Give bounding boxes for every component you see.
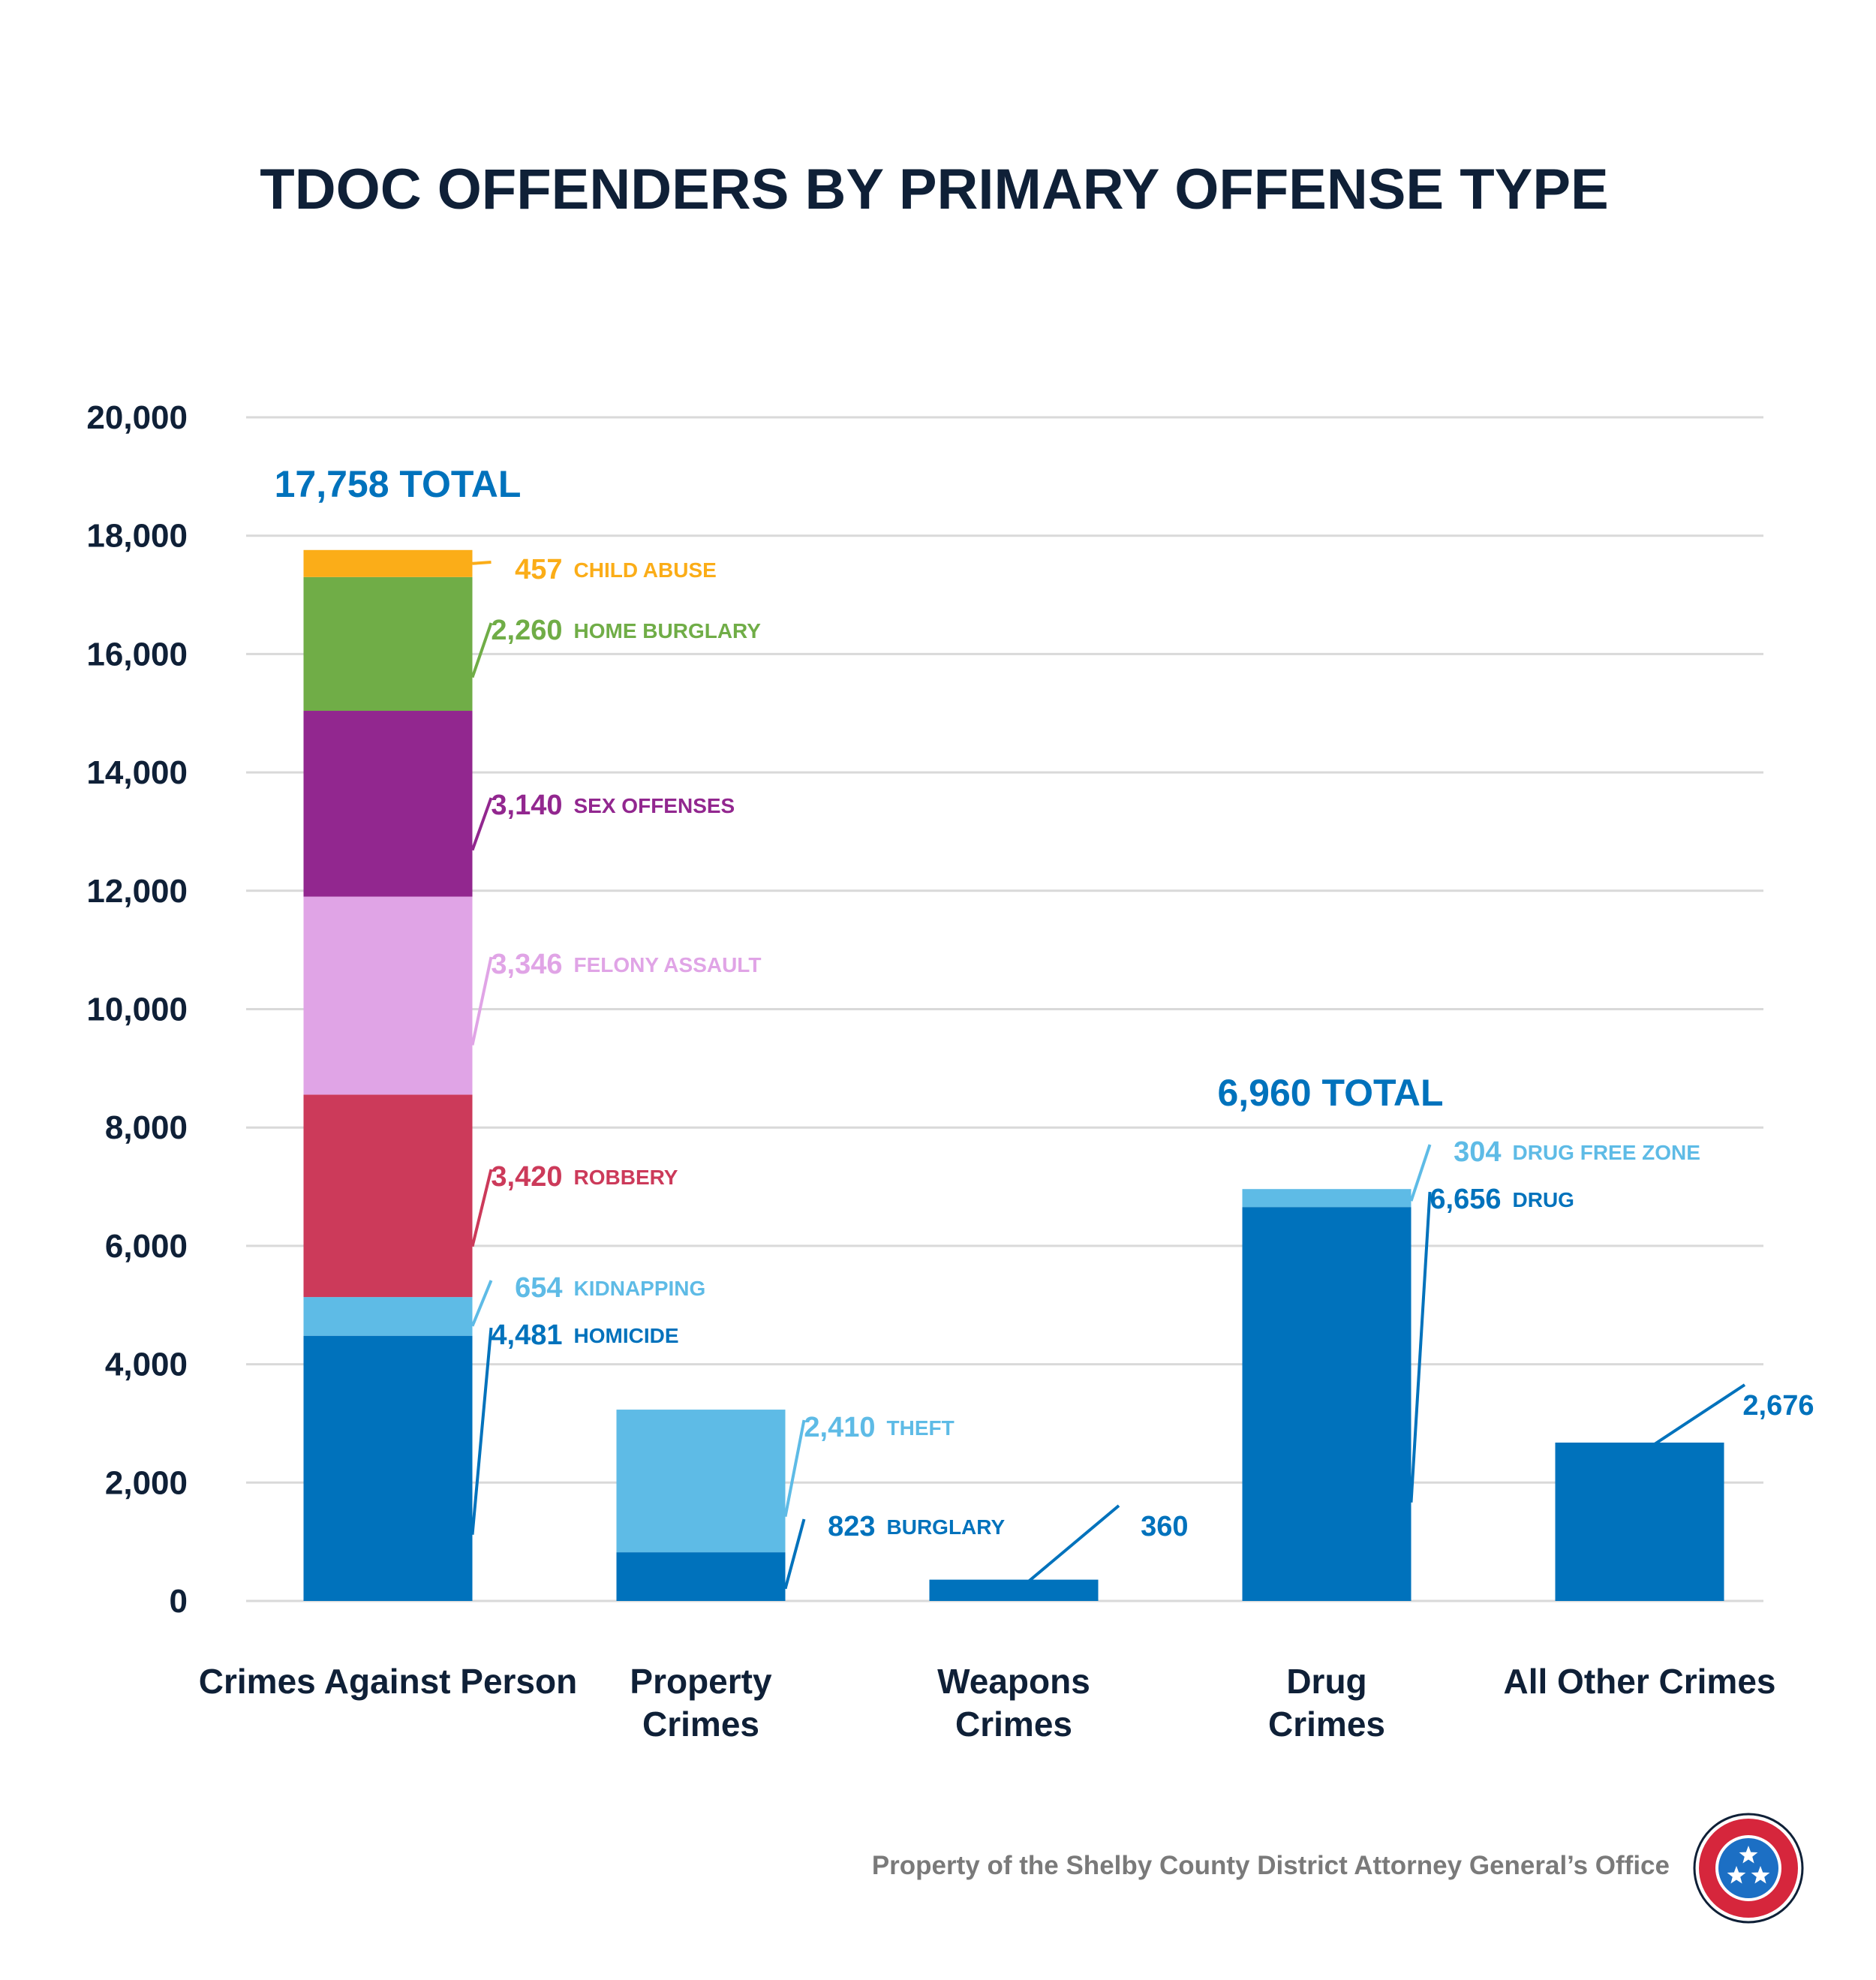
seal-blue-disc (1718, 1838, 1778, 1898)
leader-line (471, 1169, 493, 1247)
data-label: 360 (1141, 1511, 1188, 1542)
data-label: 823 (828, 1511, 875, 1542)
x-axis-label: Crimes (1268, 1705, 1385, 1744)
bar-segment (303, 549, 473, 577)
leader-line (783, 1518, 806, 1590)
y-tick-label: 4,000 (105, 1347, 188, 1383)
data-label: 2,260 (491, 615, 562, 646)
chart-title: TDOC OFFENDERS BY PRIMARY OFFENSE TYPE (260, 158, 1608, 221)
segment-name-label: SEX OFFENSES (574, 794, 735, 817)
leader-line (472, 561, 492, 565)
data-label: 6,656 (1430, 1184, 1501, 1215)
seal-star-icon (1751, 1866, 1770, 1884)
y-tick-label: 6,000 (105, 1228, 188, 1265)
bar-segment (303, 576, 473, 712)
data-label: 2,410 (804, 1412, 875, 1443)
leader-line (1653, 1383, 1746, 1446)
data-label: 3,346 (491, 949, 562, 980)
data-label: 654 (515, 1272, 562, 1304)
bar-segment (929, 1579, 1099, 1601)
segment-name-label: FELONY ASSAULT (574, 953, 762, 976)
x-axis-label: All Other Crimes (1504, 1662, 1776, 1701)
bar-segment (1555, 1442, 1724, 1601)
data-labels: 4,481 HOMICIDE 654 KIDNAPPING 3,420 ROBBERY 3,… (275, 463, 1814, 1542)
bar-segment (616, 1552, 786, 1601)
y-tick-label: 12,000 (86, 873, 188, 910)
segment-name-label: HOMICIDE (574, 1324, 679, 1347)
bar-segment (303, 1335, 473, 1601)
x-axis-label: Crimes (642, 1705, 759, 1744)
leader-line (1409, 1144, 1432, 1202)
segment-name-label: DRUG FREE ZONE (1513, 1141, 1700, 1164)
leader-line (471, 956, 493, 1046)
y-tick-label: 0 (170, 1583, 188, 1620)
district-attorney-seal (1693, 1813, 1804, 1924)
bar-segment (303, 711, 473, 897)
y-tick-label: 10,000 (86, 992, 188, 1028)
segment-name-label: DRUG (1513, 1188, 1574, 1211)
data-label: 2,676 (1742, 1390, 1814, 1422)
footer-credit: Property of the Shelby County District A… (872, 1851, 1670, 1880)
leader-lines (471, 561, 1746, 1590)
bars (303, 549, 1724, 1601)
leader-line (471, 622, 493, 679)
segment-name-label: HOME BURGLARY (574, 619, 762, 642)
leader-line (1409, 1191, 1432, 1503)
segment-name-label: CHILD ABUSE (574, 558, 717, 582)
x-axis-label: Crimes (955, 1705, 1072, 1744)
segment-name-label: KIDNAPPING (574, 1277, 706, 1300)
y-tick-label: 16,000 (86, 636, 188, 673)
bar-segment (1242, 1189, 1412, 1208)
bar-segment (1242, 1207, 1412, 1601)
bar-segment (303, 1094, 473, 1298)
seal-star-icon (1727, 1866, 1746, 1884)
leader-line (471, 1280, 493, 1327)
data-label: 3,420 (491, 1161, 562, 1193)
data-label: 304 (1454, 1136, 1501, 1168)
y-tick-label: 2,000 (105, 1464, 188, 1501)
leader-line (471, 797, 493, 851)
y-tick-label: 8,000 (105, 1109, 188, 1146)
leader-line (783, 1419, 806, 1517)
x-axis-label: Drug (1286, 1662, 1366, 1701)
bar-segment (303, 1297, 473, 1336)
grid-lines (246, 416, 1763, 1602)
bar-segment (616, 1410, 786, 1553)
seal-star-icon (1739, 1846, 1758, 1864)
total-label: 6,960 TOTAL (1217, 1072, 1443, 1114)
y-axis-ticks: 0 2,000 4,000 6,000 8,000 10,000 12,000 14,000 1… (86, 399, 188, 1620)
x-axis-label: Property (630, 1662, 772, 1701)
y-tick-label: 20,000 (86, 399, 188, 436)
data-label: 457 (515, 554, 562, 585)
x-axis-labels: Crimes Against Person Property Crimes Weapo… (199, 1662, 1776, 1744)
segment-name-label: ROBBERY (574, 1166, 678, 1189)
data-label: 3,140 (491, 790, 562, 821)
y-tick-label: 14,000 (86, 754, 188, 791)
leader-line (1027, 1504, 1120, 1583)
segment-name-label: BURGLARY (887, 1515, 1006, 1539)
x-axis-label: Weapons (937, 1662, 1090, 1701)
bar-segment (303, 896, 473, 1095)
leader-line (471, 1327, 493, 1535)
total-label: 17,758 TOTAL (275, 463, 522, 505)
segment-name-label: THEFT (887, 1416, 955, 1440)
y-tick-label: 18,000 (86, 518, 188, 555)
x-axis-label: Crimes Against Person (199, 1662, 577, 1701)
data-label: 4,481 (491, 1319, 562, 1351)
